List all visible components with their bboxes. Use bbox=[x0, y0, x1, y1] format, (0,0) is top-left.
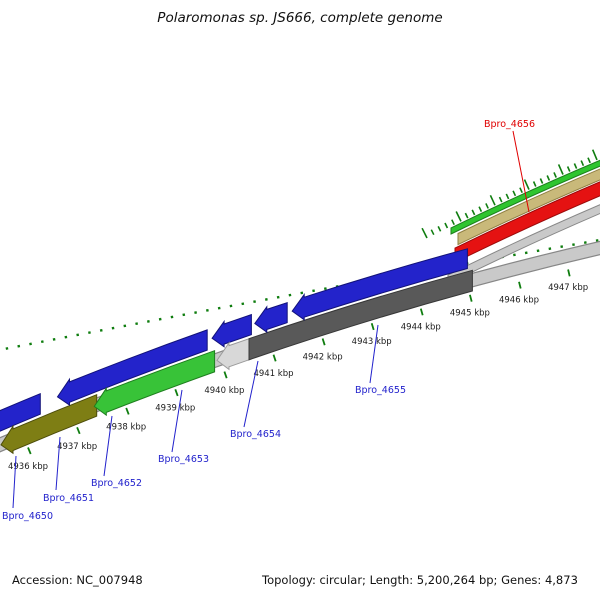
gene-label-Bpro_4653: Bpro_4653 bbox=[158, 454, 209, 465]
gene-Bpro_4650 bbox=[0, 392, 41, 432]
outer-ruler-tick bbox=[532, 181, 537, 187]
gene-Bpro_4652 bbox=[56, 329, 208, 406]
outer-ruler-tick bbox=[485, 203, 489, 209]
ruler-tick bbox=[223, 371, 228, 379]
ruler-tick bbox=[125, 407, 130, 415]
outer-ruler-tick bbox=[464, 212, 469, 219]
ruler-tick bbox=[419, 308, 424, 316]
ruler-tick bbox=[272, 354, 277, 362]
ruler-label: 4943 kbp bbox=[352, 337, 392, 347]
gene-Bpro_4653 bbox=[93, 349, 216, 417]
gene-label-Bpro_4650: Bpro_4650 bbox=[2, 511, 53, 522]
outer-ruler-tick bbox=[478, 206, 483, 212]
ruler-tick bbox=[370, 322, 375, 331]
ruler-label: 4944 kbp bbox=[401, 322, 441, 332]
ruler-label: 4945 kbp bbox=[450, 309, 490, 319]
ruler-label: 4946 kbp bbox=[499, 295, 539, 305]
ruler-label: 4937 kbp bbox=[57, 442, 97, 452]
outer-ruler-tick bbox=[546, 175, 551, 181]
gene-segment bbox=[211, 313, 252, 348]
gene-Bpro_4651 bbox=[0, 393, 98, 455]
gene-segment bbox=[248, 269, 473, 361]
outer-ruler-tick bbox=[573, 163, 578, 169]
gene-label-line bbox=[103, 415, 113, 477]
ruler-label: 4936 kbp bbox=[8, 462, 48, 472]
gene-label-line bbox=[171, 389, 183, 453]
gene-label-Bpro_4655: Bpro_4655 bbox=[355, 385, 406, 396]
gene-label-Bpro_4651: Bpro_4651 bbox=[43, 493, 94, 504]
outer-ruler-tick bbox=[557, 164, 564, 175]
gene-label-line bbox=[243, 360, 259, 428]
outer-ruler-tick bbox=[455, 211, 462, 222]
outer-ruler-tick bbox=[421, 227, 428, 239]
gene-label-Bpro_4654: Bpro_4654 bbox=[230, 429, 281, 440]
gene-label-Bpro_4652: Bpro_4652 bbox=[91, 478, 142, 489]
outer-ruler-tick bbox=[430, 229, 435, 236]
outer-ruler-tick bbox=[498, 196, 503, 203]
ruler-label: 4941 kbp bbox=[253, 369, 293, 379]
outer-ruler-tick bbox=[553, 172, 557, 178]
ruler-tick bbox=[469, 294, 473, 302]
ruler-tick bbox=[321, 338, 326, 346]
outer-ruler-tick bbox=[451, 219, 455, 226]
ruler-tick bbox=[76, 426, 81, 435]
outer-ruler-tick bbox=[471, 209, 476, 216]
outer-ruler-tick bbox=[566, 166, 571, 172]
outer-band-green bbox=[450, 159, 600, 235]
outer-ruler-tick bbox=[519, 187, 523, 194]
gene-label-line bbox=[512, 130, 530, 213]
stats-caption: Topology: circular; Length: 5,200,264 bp… bbox=[262, 573, 578, 587]
gene-label-line bbox=[55, 436, 61, 491]
ruler-label: 4940 kbp bbox=[204, 386, 244, 396]
ruler-tick bbox=[518, 281, 522, 289]
ruler-tick bbox=[27, 447, 32, 455]
outer-ruler-tick bbox=[444, 222, 449, 229]
outer-ruler-tick bbox=[580, 160, 585, 167]
map-title: Polaromonas sp. JS666, complete genome bbox=[157, 10, 443, 26]
gene-Bpro_4654 bbox=[254, 302, 288, 334]
gene-label-line bbox=[369, 324, 379, 384]
ruler-label: 4947 kbp bbox=[548, 283, 588, 293]
ruler-label: 4942 kbp bbox=[303, 353, 343, 363]
gene-label-Bpro_4656: Bpro_4656 bbox=[484, 119, 535, 130]
gene-Bpro_4655 bbox=[291, 248, 468, 321]
outer-ruler-tick bbox=[523, 179, 530, 190]
genome-backbone bbox=[0, 240, 600, 453]
accession-caption: Accession: NC_007948 bbox=[12, 573, 143, 587]
outer-ruler-tick bbox=[539, 178, 544, 184]
outer-ruler-tick bbox=[505, 193, 510, 200]
outer-band-tan bbox=[457, 168, 600, 246]
ruler-tick bbox=[174, 388, 179, 397]
outer-ruler-tick bbox=[489, 194, 496, 206]
ruler-tick bbox=[567, 269, 571, 277]
ruler-label: 4938 kbp bbox=[106, 422, 146, 432]
outer-ruler-tick bbox=[591, 149, 598, 161]
gene-label-line bbox=[12, 455, 17, 509]
outer-ruler-tick bbox=[587, 157, 591, 164]
ruler-label: 4939 kbp bbox=[155, 404, 195, 414]
outer-ruler-tick bbox=[437, 226, 442, 232]
outer-ruler-tick bbox=[512, 190, 517, 197]
